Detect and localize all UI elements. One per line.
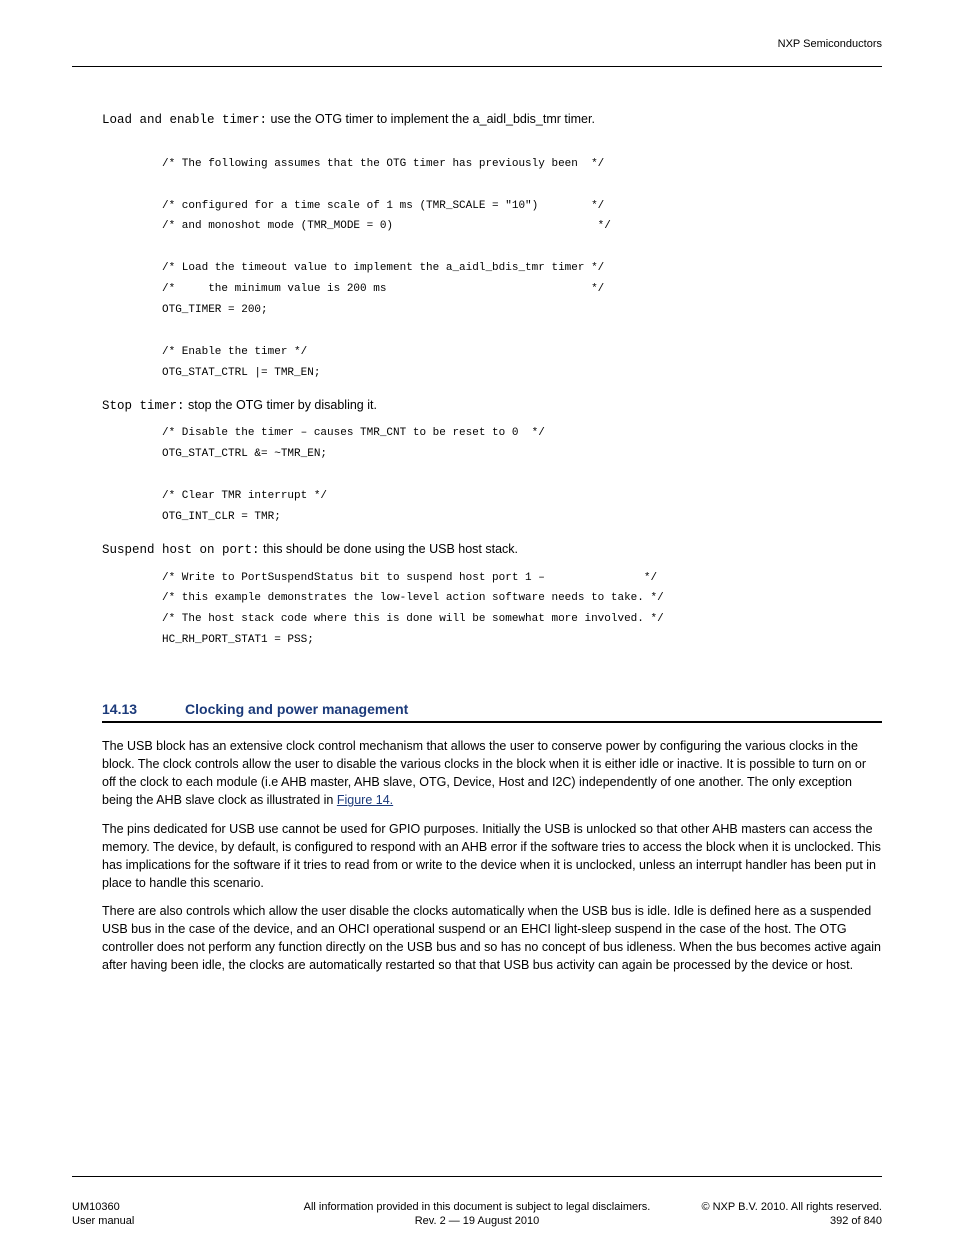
intro-leadin: Load and enable timer: bbox=[102, 113, 267, 127]
suspend-leadin: Suspend host on port: bbox=[102, 543, 260, 557]
body-paragraph-3: There are also controls which allow the … bbox=[102, 902, 882, 975]
figure-link[interactable]: Figure 14. bbox=[337, 793, 393, 807]
body-paragraph-2: The pins dedicated for USB use cannot be… bbox=[102, 820, 882, 893]
stop-timer-paragraph: Stop timer: stop the OTG timer by disabl… bbox=[102, 396, 882, 416]
suspend-paragraph: Suspend host on port: this should be don… bbox=[102, 540, 882, 560]
header-right-label: NXP Semiconductors bbox=[778, 38, 882, 50]
code-block-1: /* The following assumes that the OTG ti… bbox=[162, 154, 882, 384]
stop-timer-rest: stop the OTG timer by disabling it. bbox=[185, 398, 377, 412]
section-number: 14.13 bbox=[102, 701, 137, 717]
content-area: Load and enable timer: use the OTG timer… bbox=[102, 110, 882, 985]
intro-paragraph: Load and enable timer: use the OTG timer… bbox=[102, 110, 882, 130]
suspend-rest: this should be done using the USB host s… bbox=[260, 542, 519, 556]
footer-rule bbox=[72, 1176, 882, 1177]
intro-rest: use the OTG timer to implement the a_aid… bbox=[267, 112, 595, 126]
section-heading: 14.13 Clocking and power management bbox=[102, 701, 882, 717]
footer2-right: 392 of 840 bbox=[830, 1215, 882, 1227]
section-title: Clocking and power management bbox=[185, 701, 408, 717]
stop-timer-leadin: Stop timer: bbox=[102, 399, 185, 413]
header-rule bbox=[72, 66, 882, 67]
body-paragraph-1: The USB block has an extensive clock con… bbox=[102, 737, 882, 810]
section-rule bbox=[102, 721, 882, 723]
code-block-2: /* Disable the timer – causes TMR_CNT to… bbox=[162, 423, 882, 527]
code-block-3: /* Write to PortSuspendStatus bit to sus… bbox=[162, 568, 882, 652]
body-p1-before-link: The USB block has an extensive clock con… bbox=[102, 739, 866, 807]
footer2-center: Rev. 2 — 19 August 2010 bbox=[72, 1215, 882, 1227]
footer-right: © NXP B.V. 2010. All rights reserved. bbox=[701, 1201, 882, 1213]
page: NXP Semiconductors Load and enable timer… bbox=[0, 0, 954, 1235]
